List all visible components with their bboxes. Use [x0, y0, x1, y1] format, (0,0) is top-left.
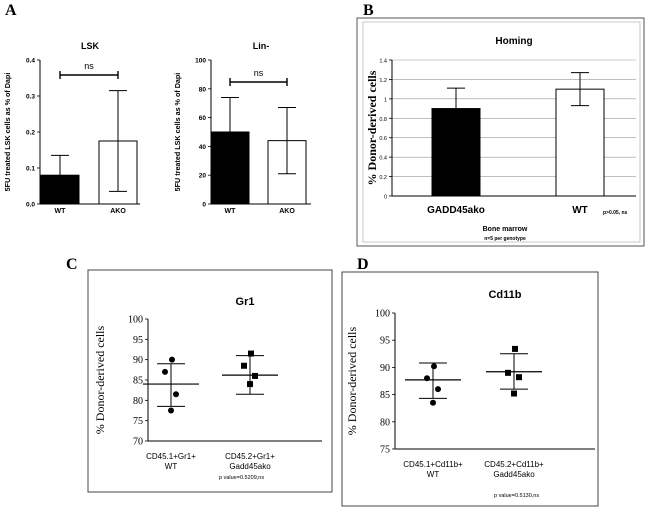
n-note-homing: n=5 per genotype	[484, 236, 526, 242]
x-category-label-cd11b-1: CD45.2+Cd11b+	[484, 460, 544, 469]
y-tick-label-gr1: 100	[128, 315, 143, 326]
x-category-label-lsk-1: AKO	[110, 208, 126, 215]
y-tick-label-homing: 1	[384, 97, 387, 103]
y-tick-label-gr1: 70	[133, 437, 143, 448]
x-category-label-homing-1: WT	[572, 205, 588, 216]
x-category-label-lsk-0: WT	[55, 208, 67, 215]
data-point-cd11b-0-1	[424, 375, 430, 382]
pvalue-note-homing: p>0.05, ns	[603, 210, 628, 216]
sig-label-lsk: ns	[84, 61, 94, 71]
chart-cd11b: Cd11b 75 80 85 90 95 100 CD45.1+Cd11b+WT CD45.2+…	[345, 289, 595, 499]
pvalue-note-gr1: p value=0.5209,ns	[219, 475, 264, 481]
x-category-label-cd11b-0: WT	[427, 470, 440, 479]
data-point-gr1-0-0	[169, 356, 175, 363]
y-axis-label-gr1: % Donor-derived cells	[93, 325, 107, 434]
data-point-cd11b-1-0	[512, 345, 518, 352]
y-tick-label-cd11b: 80	[380, 417, 390, 428]
y-tick-label-gr1: 95	[133, 335, 143, 346]
x-category-label-lin-1: AKO	[279, 208, 295, 215]
x-category-label-gr1-1: CD45.2+Gr1+	[225, 452, 275, 461]
x-category-label-gr1-0: WT	[165, 462, 178, 471]
data-point-gr1-0-2	[173, 391, 179, 398]
x-category-label-gr1-0: CD45.1+Gr1+	[146, 452, 196, 461]
data-point-gr1-0-1	[162, 368, 168, 375]
y-tick-label-lin: 20	[199, 173, 207, 180]
panel-letter-a: A	[5, 2, 17, 19]
y-tick-label-cd11b: 85	[380, 390, 390, 401]
y-tick-label-homing: 0.2	[379, 175, 387, 181]
pvalue-note-cd11b: p value=0.5130,ns	[494, 493, 539, 499]
data-point-gr1-1-3	[247, 381, 253, 388]
chart-title-lin: Lin-	[253, 41, 270, 51]
x-category-label-homing-0: GADD45ako	[427, 205, 485, 216]
y-axis-label-cd11b: % Donor-derived cells	[345, 326, 359, 435]
x-axis-label-homing: Bone marrow	[483, 226, 528, 233]
y-tick-label-cd11b: 100	[375, 309, 390, 320]
y-tick-label-lsk: 0.3	[26, 94, 35, 101]
data-point-gr1-0-3	[168, 407, 174, 414]
y-axis-label-lsk: 5FU treated LSK cells as % of Dapi	[3, 73, 12, 192]
data-point-cd11b-1-3	[511, 390, 517, 397]
chart-title-gr1: Gr1	[236, 296, 255, 308]
y-axis-label-homing: % Donor-derived cells	[365, 70, 379, 185]
y-tick-label-homing: 1.4	[379, 59, 387, 65]
panel-letter-d: D	[357, 256, 369, 273]
chart-lin: Lin- 0 20 40 60 80 100 WT AKO ns 5FU treated LSK c…	[173, 41, 311, 215]
panel-b-inner-frame	[362, 21, 641, 243]
y-tick-label-lin: 80	[199, 86, 207, 93]
y-tick-label-lin: 100	[195, 58, 206, 65]
y-tick-label-lin: 0	[202, 202, 206, 209]
panel-letter-c: C	[66, 256, 78, 273]
sig-label-lin: ns	[254, 68, 264, 78]
chart-homing: Homing 0 0.2 0.4 0.6 0.8 1 1.2 1.4 GADD45ako WT % D…	[365, 36, 636, 242]
y-tick-label-lin: 40	[199, 144, 207, 151]
y-tick-label-gr1: 80	[133, 396, 143, 407]
y-tick-label-homing: 0.6	[379, 136, 387, 142]
y-tick-label-lsk: 0.2	[26, 130, 35, 137]
y-tick-label-lin: 60	[199, 115, 207, 122]
y-tick-label-gr1: 75	[133, 416, 143, 427]
x-category-label-gr1-1: Gadd45ako	[229, 462, 271, 471]
data-point-gr1-1-2	[252, 372, 258, 379]
x-category-label-cd11b-0: CD45.1+Cd11b+	[403, 460, 463, 469]
y-tick-label-cd11b: 90	[380, 363, 390, 374]
chart-gr1: Gr1 70 75 80 85 90 95 100 CD45.1+Gr1+WT CD45.2+Gr…	[93, 296, 322, 481]
chart-title-lsk: LSK	[81, 41, 100, 51]
data-point-gr1-1-0	[248, 350, 254, 357]
data-point-cd11b-0-0	[431, 363, 437, 370]
y-tick-label-lsk: 0.0	[26, 202, 35, 209]
data-point-cd11b-1-2	[516, 374, 522, 381]
y-tick-label-cd11b: 75	[380, 445, 390, 456]
y-tick-label-homing: 0.4	[379, 156, 387, 162]
data-point-cd11b-1-1	[505, 369, 511, 376]
y-tick-label-lsk: 0.1	[26, 166, 35, 173]
bar-homing-1	[555, 88, 605, 197]
x-category-label-lin-0: WT	[225, 208, 237, 215]
panel-letter-b: B	[363, 2, 374, 19]
y-tick-label-lsk: 0.4	[26, 58, 35, 65]
chart-title-homing: Homing	[495, 36, 532, 47]
y-tick-label-homing: 1.2	[379, 78, 387, 84]
panel-c-frame	[87, 269, 333, 493]
panel-d-frame	[341, 271, 599, 507]
data-point-cd11b-0-2	[435, 386, 441, 393]
data-point-cd11b-0-3	[430, 399, 436, 406]
x-category-label-cd11b-1: Gadd45ako	[493, 470, 535, 479]
y-tick-label-homing: 0.8	[379, 117, 387, 123]
y-tick-label-gr1: 85	[133, 376, 143, 387]
y-tick-label-homing: 0	[384, 195, 387, 201]
y-tick-label-cd11b: 95	[380, 336, 390, 347]
chart-lsk: LSK 0.0 0.1 0.2 0.3 0.4 WT AKO ns 5FU treated LSK…	[3, 41, 140, 215]
y-tick-label-gr1: 90	[133, 355, 143, 366]
y-axis-label-lin: 5FU treated LSK cells as % of Dapi	[173, 73, 182, 192]
data-point-gr1-1-1	[241, 362, 247, 369]
chart-title-cd11b: Cd11b	[488, 289, 521, 301]
